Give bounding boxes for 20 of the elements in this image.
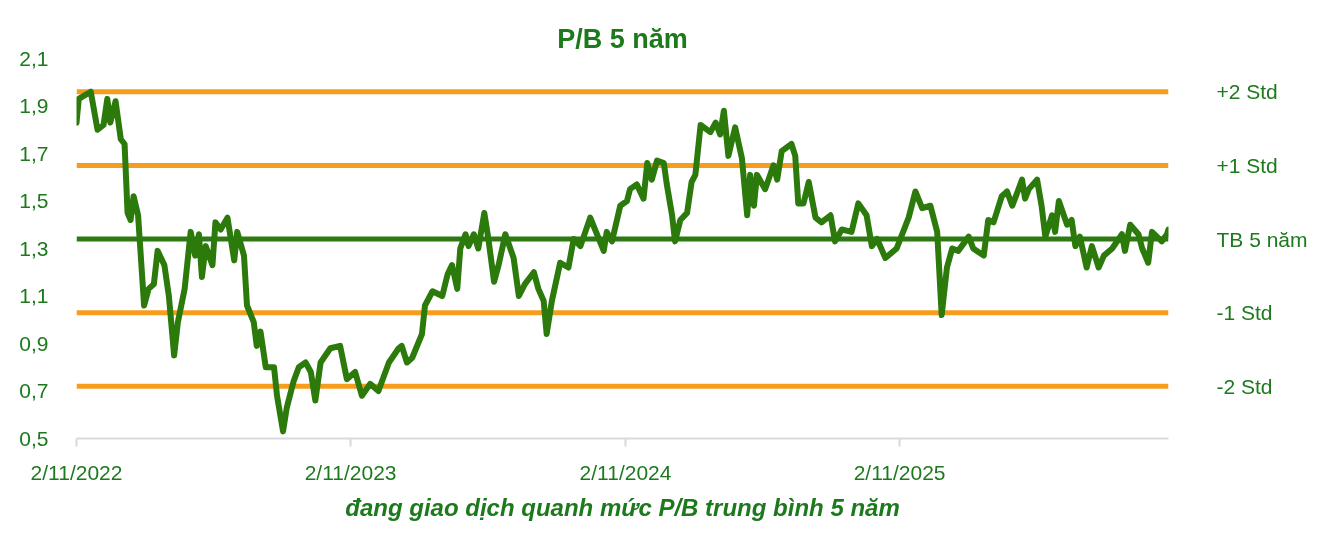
y-tick-label: 0,5 xyxy=(19,426,49,450)
y-tick-label: 1,1 xyxy=(19,284,49,307)
text: đang giao dịch quanh mức P/B trung bình 5 năm xyxy=(345,493,900,521)
ref-line-label: -2 Std xyxy=(1216,374,1273,398)
y-tick-label: 1,9 xyxy=(19,94,49,117)
ref-line-label: TB 5 năm xyxy=(1216,227,1308,251)
x-tick-label: 2/11/2022 xyxy=(30,460,123,484)
y-tick-label: 0,9 xyxy=(19,331,49,355)
x-tick-label: 2/11/2023 xyxy=(304,460,397,484)
chart-title: P/B 5 năm xyxy=(557,23,688,54)
y-tick-label: 1,5 xyxy=(19,189,49,212)
y-tick-label: 1,3 xyxy=(19,236,49,260)
y-tick-label: 1,7 xyxy=(19,141,49,165)
x-tick-label: 2/11/2025 xyxy=(853,460,946,484)
ref-line-label: +2 Std xyxy=(1216,80,1278,104)
y-tick-label: 0,7 xyxy=(19,379,49,402)
ref-line-label: +1 Std xyxy=(1216,153,1278,177)
ref-line-label: -1 Std xyxy=(1216,301,1273,325)
y-tick-label: 2,1 xyxy=(19,46,49,70)
x-tick-label: 2/11/2024 xyxy=(579,460,672,484)
